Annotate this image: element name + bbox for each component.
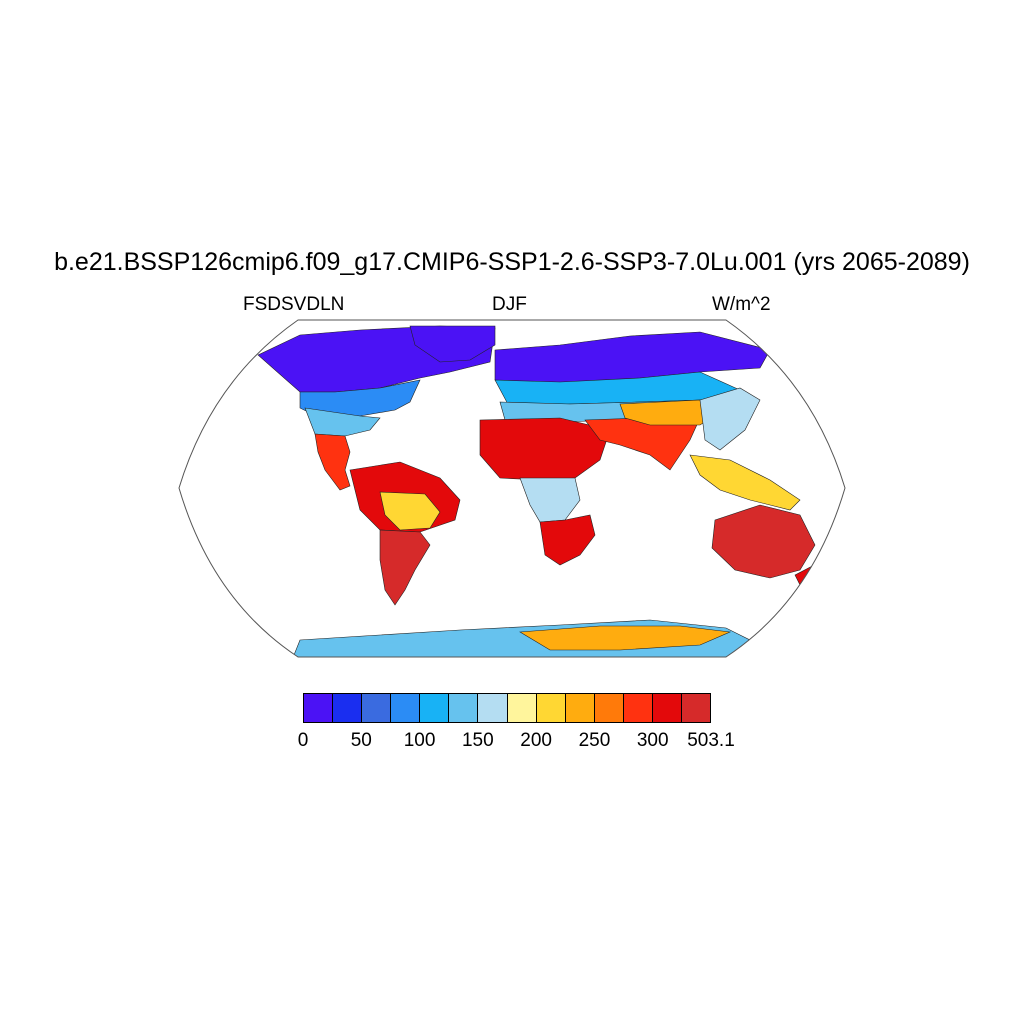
colorbar-box: [304, 694, 334, 722]
colorbar-box: [507, 694, 537, 722]
colorbar-tick-label: 150: [461, 730, 494, 751]
map-fill-layer: [257, 325, 821, 657]
variable-label: FSDSVDLN: [243, 294, 345, 315]
colorbar-tick-label: 300: [636, 730, 669, 751]
colorbar-tick-label: 0: [297, 730, 309, 751]
colorbar-tick-label: 250: [578, 730, 611, 751]
colorbar-box: [333, 694, 363, 722]
colorbar-box: [449, 694, 479, 722]
colorbar-box: [652, 694, 683, 722]
region-central-america: [314, 433, 351, 491]
colorbar-box: [478, 694, 508, 722]
colorbar-box: [623, 694, 653, 722]
colorbar-box: [362, 694, 392, 722]
colorbar: [303, 693, 711, 723]
colorbar-box: [420, 694, 450, 722]
region-southern-africa: [539, 514, 596, 566]
colorbar-box: [565, 694, 595, 722]
region-central-africa: [519, 477, 581, 523]
region-greenland: [409, 325, 496, 363]
plot-title: b.e21.BSSP126cmip6.f09_g17.CMIP6-SSP1-2.…: [54, 248, 970, 276]
colorbar-box: [391, 694, 421, 722]
colorbar-box: [682, 694, 711, 722]
colorbar-tick-label: 503.1: [687, 730, 735, 751]
colorbar-box: [536, 694, 566, 722]
colorbar-tick-label: 200: [520, 730, 552, 751]
colorbar-box: [594, 694, 624, 722]
globe-outline: [178, 319, 846, 658]
colorbar-tick-label: 100: [403, 730, 436, 751]
region-southeast-asia: [689, 454, 801, 511]
region-south-america-central: [379, 491, 441, 531]
region-east-asia: [699, 387, 761, 451]
region-australia: [711, 504, 816, 579]
season-label: DJF: [492, 294, 527, 315]
colorbar-tick-label: 50: [350, 730, 372, 751]
units-label: W/m^2: [712, 294, 771, 315]
region-south-america-south: [379, 529, 431, 606]
region-eurasia-arctic: [494, 331, 771, 386]
region-antarctica-interior: [519, 625, 732, 651]
